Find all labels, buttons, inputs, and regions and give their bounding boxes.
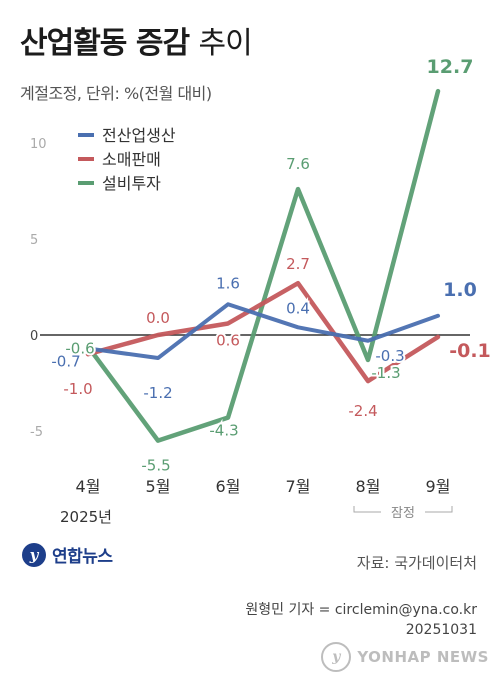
y-tick-label: -5 bbox=[30, 425, 43, 440]
x-tick-label: 5월 bbox=[146, 477, 171, 496]
data-label-halo: -2.4 bbox=[348, 402, 377, 420]
watermark-icon: y bbox=[321, 642, 352, 672]
data-label: -1.2 bbox=[143, 384, 172, 402]
data-label-halo: -0.6 bbox=[65, 340, 94, 358]
data-label-halo: -4.3 bbox=[209, 422, 238, 440]
x-tick-label: 8월 bbox=[356, 477, 381, 496]
logo-text: 연합뉴스 bbox=[52, 547, 113, 567]
x-tick-label: 6월 bbox=[216, 477, 241, 496]
source-text: 자료: 국가데이터처 bbox=[356, 554, 477, 572]
legend-label: 소매판매 bbox=[102, 150, 161, 169]
data-label: -0.3 bbox=[375, 347, 404, 365]
data-label-halo: 7.6 bbox=[286, 155, 310, 173]
data-label: 0.4 bbox=[286, 299, 310, 317]
data-label: 7.6 bbox=[286, 155, 310, 173]
publish-date: 20251031 bbox=[405, 622, 477, 638]
data-label: 0.0 bbox=[146, 309, 170, 327]
data-label-halo: 1.6 bbox=[216, 274, 240, 292]
watermark: y YONHAP NEWS bbox=[321, 642, 489, 672]
title-thin: 추이 bbox=[198, 26, 253, 61]
data-label: 2.7 bbox=[286, 255, 310, 273]
data-label: -2.4 bbox=[348, 402, 377, 420]
series-line-0 bbox=[86, 302, 440, 361]
x-tick-label: 7월 bbox=[286, 477, 311, 496]
data-label-halo: -1.2 bbox=[143, 384, 172, 402]
legend-label: 설비투자 bbox=[102, 174, 161, 193]
series-line-1 bbox=[85, 280, 441, 384]
data-label: -1.3 bbox=[371, 364, 400, 382]
data-label: -4.3 bbox=[209, 422, 238, 440]
watermark-text: YONHAP NEWS bbox=[357, 648, 489, 666]
data-label-halo: 0.4 bbox=[286, 299, 310, 317]
yonhap-logo-icon: y bbox=[22, 542, 46, 567]
data-label-halo: -0.1 bbox=[449, 340, 491, 362]
data-label: -0.1 bbox=[449, 340, 491, 362]
title-bold: 산업활동 증감 bbox=[20, 26, 190, 61]
data-label-halo: -1.3 bbox=[371, 364, 400, 382]
data-label-halo: 1.0 bbox=[443, 279, 477, 301]
data-label-halo: -0.7 bbox=[51, 352, 80, 370]
year-label: 2025년 bbox=[60, 508, 112, 526]
data-label-halo: 0.0 bbox=[146, 309, 170, 327]
subtitle: 계절조정, 단위: %(전월 대비) bbox=[20, 84, 212, 103]
data-label: 0.6 bbox=[216, 331, 240, 349]
data-label: 12.7 bbox=[427, 56, 474, 78]
x-tick-label: 4월 bbox=[76, 477, 101, 496]
data-label: 1.0 bbox=[443, 279, 477, 301]
y-tick-label: 10 bbox=[30, 137, 47, 152]
data-label-halo: -5.5 bbox=[141, 457, 170, 475]
legend-label: 전산업생산 bbox=[102, 126, 176, 145]
data-label-halo: -0.3 bbox=[375, 347, 404, 365]
page-title: 산업활동 증감 추이 bbox=[20, 18, 253, 62]
y-tick-label: 0 bbox=[30, 329, 38, 344]
provisional-label-bg bbox=[381, 502, 425, 522]
x-tick-label: 9월 bbox=[426, 477, 451, 496]
byline: 원형민 기자 = circlemin@yna.co.kr 20251031 bbox=[245, 600, 477, 640]
data-label-halo: 12.7 bbox=[427, 56, 474, 78]
data-label-halo: 0.6 bbox=[216, 331, 240, 349]
data-label: -1.0 bbox=[63, 380, 92, 398]
data-label-halo: 2.7 bbox=[286, 255, 310, 273]
data-label: -5.5 bbox=[141, 457, 170, 475]
data-label: -0.6 bbox=[65, 340, 94, 358]
yonhap-logo: y 연합뉴스 bbox=[22, 542, 113, 567]
y-tick-label: 5 bbox=[30, 233, 38, 248]
data-label: -0.7 bbox=[51, 352, 80, 370]
data-label-halo: -1.0 bbox=[63, 380, 92, 398]
reporter-credit: 원형민 기자 = circlemin@yna.co.kr bbox=[245, 602, 477, 618]
data-label: 1.6 bbox=[216, 274, 240, 292]
provisional-label: 잠정 bbox=[391, 506, 415, 521]
